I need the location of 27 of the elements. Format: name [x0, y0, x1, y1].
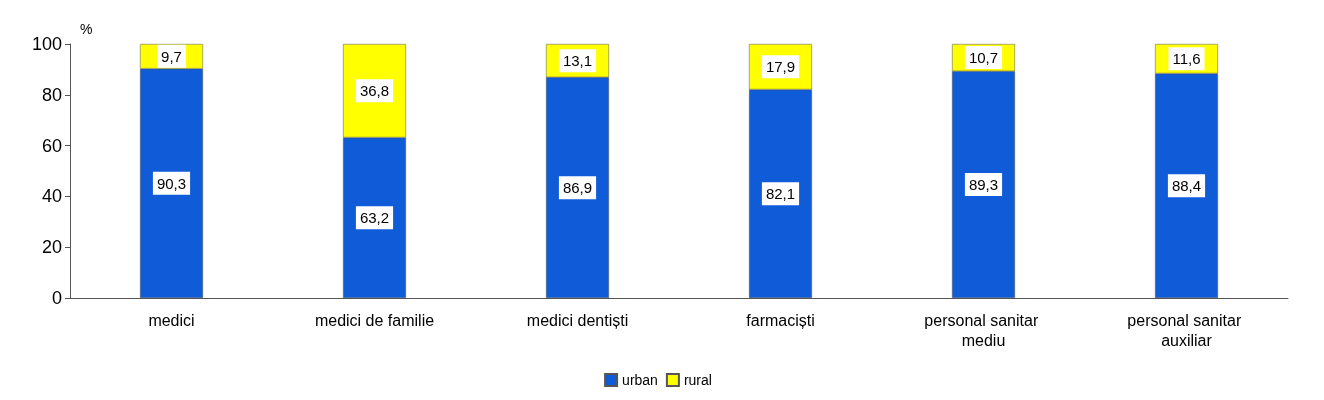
y-tick-label: 20	[41, 237, 62, 258]
data-label: 82,1	[765, 185, 796, 203]
y-tick-label: 80	[41, 84, 62, 105]
y-tick-label: 40	[41, 186, 62, 207]
data-label: 36,8	[359, 82, 390, 100]
data-label: 9,7	[161, 47, 182, 65]
data-label: 63,2	[359, 209, 390, 227]
data-label: 86,9	[562, 179, 593, 197]
legend-label: rural	[683, 372, 712, 388]
x-tick-label: personal sanitar auxiliar	[1127, 311, 1246, 349]
y-tick-label: 0	[51, 288, 62, 308]
data-label: 88,4	[1171, 177, 1202, 195]
x-tick-label: medici dentiști	[526, 311, 629, 329]
x-tick-label: medici de familie	[314, 311, 435, 329]
data-label: 10,7	[968, 49, 999, 67]
data-label: 11,6	[1172, 50, 1201, 68]
data-label: 89,3	[968, 176, 999, 194]
x-tick-label: farmaciști	[746, 311, 815, 329]
y-axis-title: %	[80, 21, 93, 37]
x-tick-label: medici	[148, 311, 195, 329]
x-tick-label: personal sanitar mediu	[924, 311, 1043, 349]
data-label: 17,9	[765, 58, 796, 76]
data-label: 13,1	[562, 52, 593, 70]
y-tick-label: 100	[31, 34, 62, 54]
legend-label: urban	[622, 372, 658, 388]
y-tick-label: 60	[41, 135, 62, 156]
data-label: 90,3	[156, 174, 187, 192]
